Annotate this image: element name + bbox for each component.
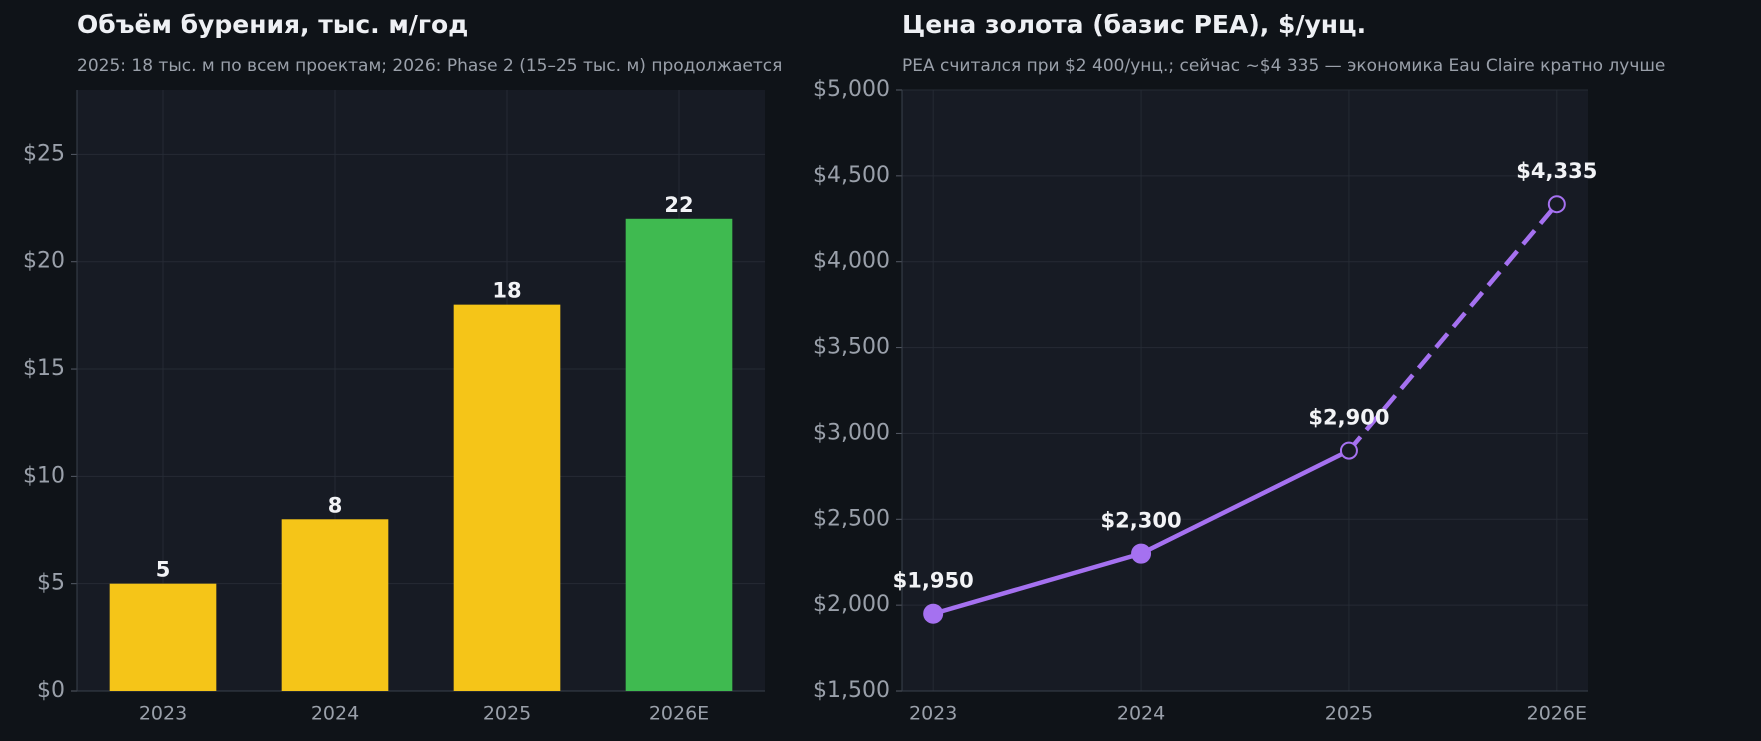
value-label: 8	[328, 493, 343, 517]
plot-area	[902, 90, 1588, 691]
chart-subtitle: 2025: 18 тыс. м по всем проектам; 2026: …	[77, 56, 782, 76]
value-label: $2,300	[1101, 509, 1182, 533]
x-tick-label: 2023	[139, 703, 187, 725]
point	[1131, 543, 1152, 564]
y-tick-label: $3,000	[813, 420, 890, 445]
bar	[453, 304, 561, 691]
y-tick-label: $5,000	[813, 77, 890, 102]
value-label: 22	[664, 193, 693, 217]
bar	[625, 218, 733, 692]
y-tick-label: $10	[23, 463, 65, 488]
y-tick-label: $25	[23, 141, 65, 166]
x-tick-label: 2024	[1117, 703, 1165, 725]
y-tick-label: $1,500	[813, 678, 890, 703]
value-label: $1,950	[893, 569, 974, 593]
bar	[281, 519, 389, 691]
line-segment	[1140, 448, 1350, 556]
y-tick-label: $5	[37, 571, 65, 596]
y-tick-label: $2,500	[813, 506, 890, 531]
point	[1339, 441, 1358, 460]
value-label: 5	[156, 558, 171, 582]
x-tick-label: 2026E	[649, 703, 709, 725]
bar	[109, 583, 217, 691]
y-tick-label: $0	[37, 678, 65, 703]
chart-subtitle: PEA считался при $2 400/унц.; сейчас ~$4…	[902, 56, 1665, 76]
x-tick-label: 2026E	[1527, 703, 1587, 725]
y-tick-label: $4,500	[813, 163, 890, 188]
y-tick-label: $2,000	[813, 592, 890, 617]
y-tick-label: $4,000	[813, 249, 890, 274]
chart-title: Объём бурения, тыс. м/год	[77, 10, 468, 39]
point	[1547, 195, 1566, 214]
x-tick-label: 2025	[1325, 703, 1373, 725]
x-tick-label: 2024	[311, 703, 359, 725]
y-tick-label: $15	[23, 356, 65, 381]
y-tick-label: $20	[23, 249, 65, 274]
point	[923, 603, 944, 624]
value-label: $2,900	[1308, 406, 1389, 430]
x-tick-label: 2023	[909, 703, 957, 725]
value-label: 18	[492, 279, 521, 303]
value-label: $4,335	[1516, 159, 1597, 183]
x-tick-label: 2025	[483, 703, 531, 725]
y-tick-label: $3,500	[813, 335, 890, 360]
chart-title: Цена золота (базис PEA), $/унц.	[902, 10, 1366, 39]
line-segment	[932, 551, 1142, 616]
